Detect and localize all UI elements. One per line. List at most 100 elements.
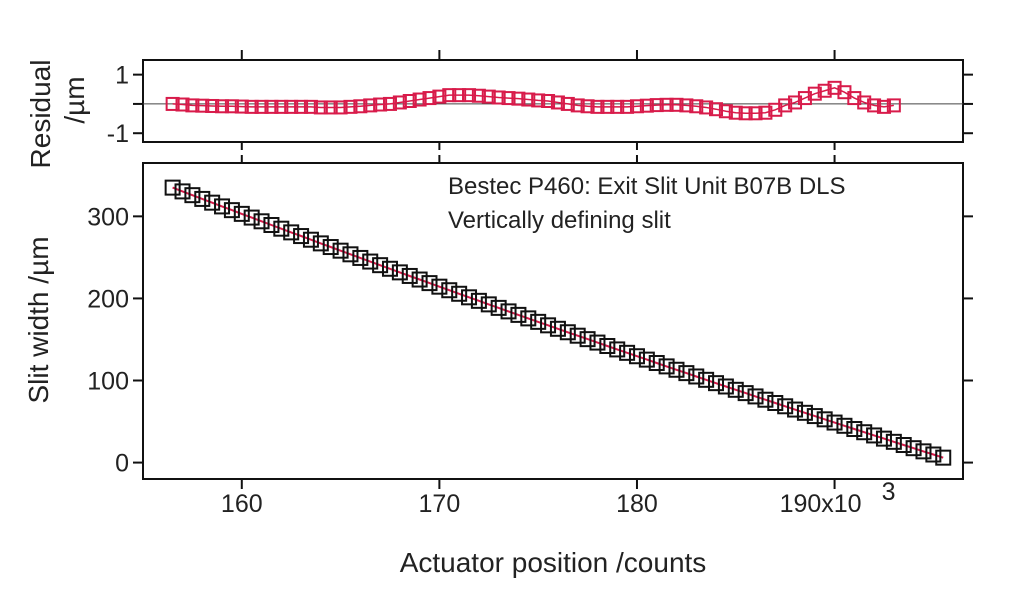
data-marker bbox=[796, 404, 813, 421]
data-marker bbox=[905, 440, 922, 457]
residual-marker bbox=[768, 102, 783, 117]
residual-marker bbox=[541, 94, 556, 108]
residual-marker bbox=[531, 93, 546, 108]
residual-ylabel-line2: /µm bbox=[59, 76, 90, 123]
main-plot-frame bbox=[142, 162, 964, 480]
data-marker bbox=[470, 292, 487, 309]
residual-marker bbox=[462, 88, 477, 103]
residual-marker bbox=[442, 88, 457, 103]
residual-marker bbox=[323, 100, 338, 115]
residual-marker bbox=[847, 91, 862, 106]
residual-marker bbox=[669, 97, 684, 112]
xtick-label: 160 bbox=[221, 490, 263, 518]
data-marker bbox=[915, 443, 932, 460]
data-marker bbox=[401, 267, 418, 284]
data-marker bbox=[619, 344, 636, 361]
data-marker bbox=[826, 414, 843, 431]
data-marker bbox=[688, 368, 705, 385]
annotation-line2: Vertically defining slit bbox=[448, 207, 671, 234]
residual-marker bbox=[620, 99, 635, 114]
residual-marker bbox=[590, 99, 605, 114]
data-marker bbox=[243, 209, 260, 226]
residual-marker bbox=[521, 92, 536, 107]
data-marker bbox=[372, 257, 389, 274]
data-marker bbox=[767, 395, 784, 412]
residual-marker bbox=[758, 105, 773, 120]
data-marker bbox=[273, 220, 290, 237]
residual-marker bbox=[699, 100, 714, 115]
data-marker bbox=[174, 183, 191, 200]
data-marker bbox=[589, 334, 606, 351]
residual-marker bbox=[797, 91, 812, 106]
residual-marker bbox=[422, 91, 437, 106]
data-marker bbox=[925, 446, 942, 463]
xtick-exponent: 3 bbox=[882, 478, 896, 506]
residual-marker bbox=[205, 98, 220, 113]
data-marker bbox=[599, 338, 616, 355]
residual-ytick-label: 1 bbox=[115, 62, 129, 90]
residual-marker bbox=[689, 99, 704, 114]
residual-marker bbox=[659, 97, 674, 112]
data-marker bbox=[777, 398, 794, 415]
residual-plot-frame bbox=[142, 59, 964, 143]
residual-marker bbox=[402, 94, 417, 108]
residual-marker bbox=[600, 99, 615, 114]
residual-marker bbox=[886, 98, 901, 113]
residual-marker bbox=[373, 97, 388, 112]
data-marker bbox=[362, 253, 379, 270]
xtick-label: 190x10 bbox=[780, 490, 862, 518]
data-marker bbox=[895, 437, 912, 454]
data-marker bbox=[451, 285, 468, 302]
data-marker bbox=[332, 242, 349, 259]
residual-marker bbox=[501, 91, 516, 106]
residual-marker bbox=[718, 104, 733, 119]
data-marker bbox=[253, 213, 270, 230]
data-marker bbox=[352, 249, 369, 266]
data-marker bbox=[658, 358, 675, 375]
data-marker bbox=[935, 449, 952, 466]
data-marker bbox=[668, 361, 685, 378]
data-marker bbox=[559, 324, 576, 341]
data-marker bbox=[727, 381, 744, 398]
data-marker bbox=[569, 327, 586, 344]
residual-marker bbox=[788, 95, 803, 110]
residual-marker bbox=[195, 98, 210, 113]
residual-marker bbox=[353, 99, 368, 114]
residual-marker bbox=[639, 98, 654, 113]
data-marker bbox=[233, 205, 250, 222]
data-marker bbox=[302, 231, 319, 248]
residual-ytick-label: -1 bbox=[107, 120, 129, 148]
residual-marker bbox=[234, 99, 249, 114]
residual-marker bbox=[610, 99, 625, 114]
residual-marker bbox=[215, 99, 230, 114]
data-marker bbox=[717, 378, 734, 395]
ytick-label: 300 bbox=[87, 203, 129, 231]
residual-marker bbox=[294, 99, 309, 114]
data-marker bbox=[678, 365, 695, 382]
residual-marker bbox=[333, 100, 348, 115]
residual-marker bbox=[244, 99, 259, 114]
data-marker bbox=[856, 424, 873, 441]
residual-marker bbox=[491, 90, 506, 105]
data-marker bbox=[263, 216, 280, 233]
data-marker bbox=[530, 313, 547, 330]
data-marker bbox=[431, 278, 448, 295]
residual-marker bbox=[185, 98, 200, 113]
residual-marker bbox=[679, 98, 694, 113]
data-marker bbox=[540, 317, 557, 334]
residual-marker bbox=[511, 91, 526, 106]
data-marker bbox=[520, 310, 537, 327]
residual-marker bbox=[274, 99, 289, 114]
residual-marker bbox=[264, 99, 279, 114]
ytick-label: 200 bbox=[87, 285, 129, 313]
residual-marker bbox=[748, 106, 763, 121]
residual-marker bbox=[867, 98, 882, 113]
residual-marker bbox=[738, 106, 753, 121]
data-marker bbox=[757, 391, 774, 408]
residual-marker bbox=[580, 99, 595, 114]
residual-marker bbox=[392, 95, 407, 110]
residual-marker bbox=[649, 98, 664, 113]
residual-marker bbox=[560, 96, 575, 111]
data-marker bbox=[164, 179, 181, 196]
